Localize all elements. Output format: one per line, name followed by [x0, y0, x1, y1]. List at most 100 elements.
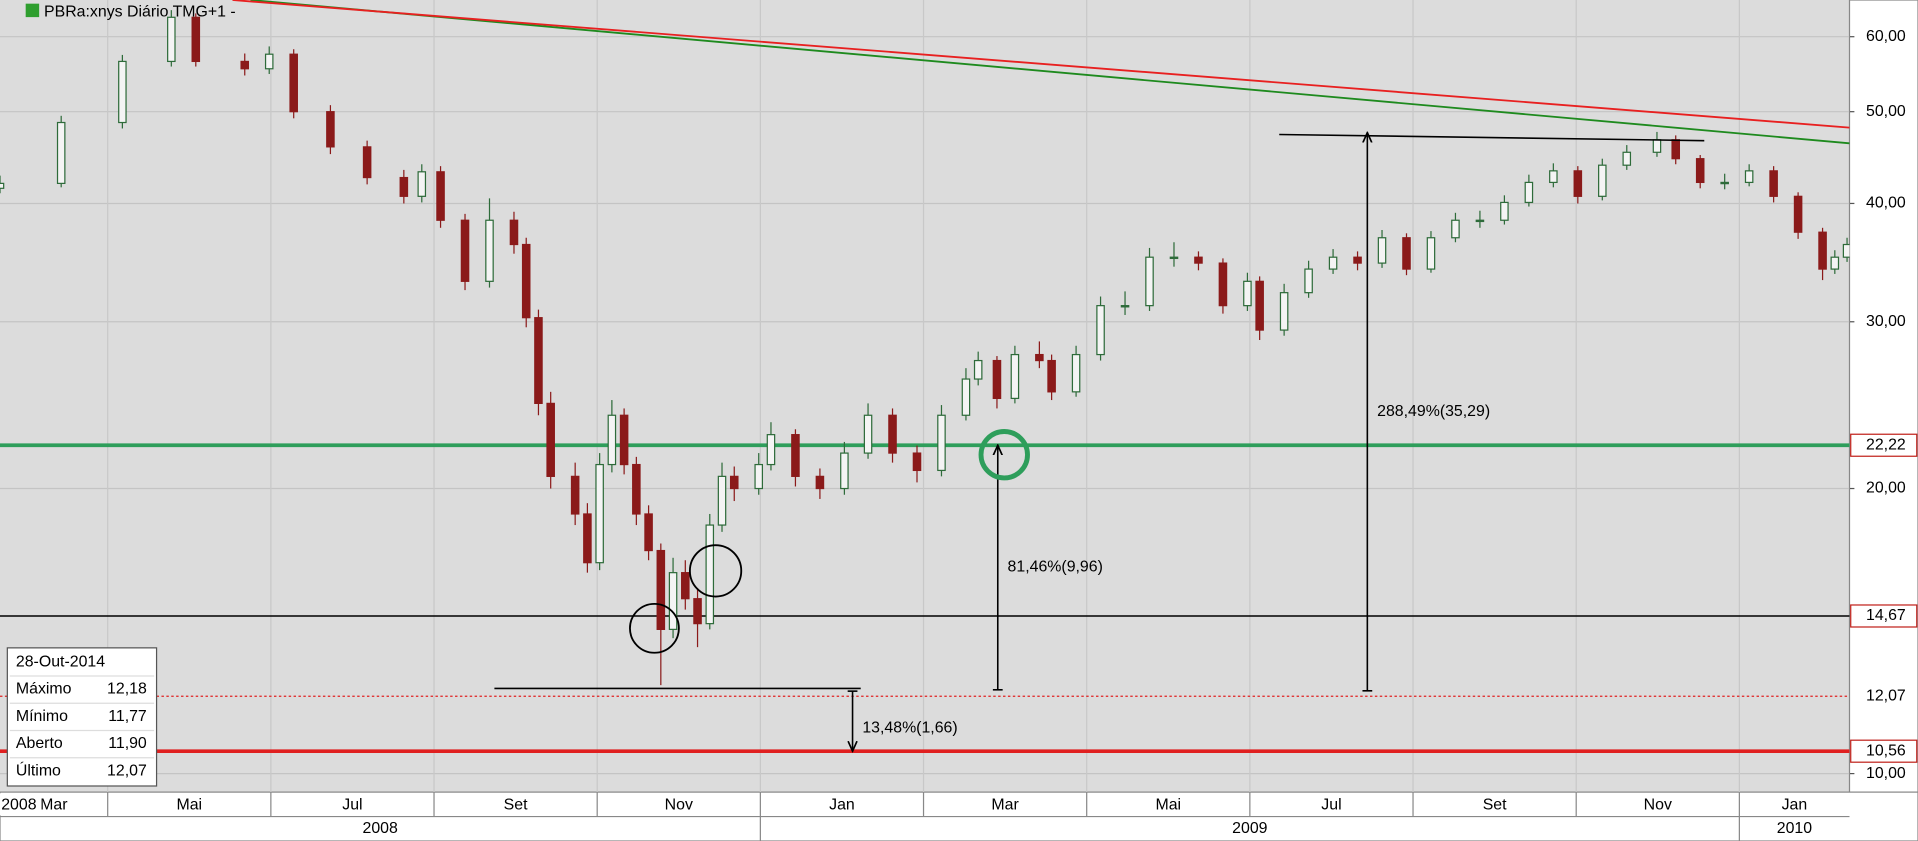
candle-body: [693, 598, 702, 625]
candle-body: [289, 53, 298, 113]
info-value: 11,77: [108, 708, 147, 725]
candle-body: [1402, 237, 1411, 270]
y-tick-label: 40,00: [1866, 195, 1906, 212]
candle-body: [766, 434, 776, 466]
candle-body: [1793, 195, 1803, 233]
trend-line: [250, 0, 1850, 145]
info-value: 12,07: [107, 762, 147, 779]
candle-body: [509, 219, 519, 246]
highlight-circle: [629, 602, 680, 654]
symbol-icon: [25, 3, 40, 18]
candle-body: [1652, 139, 1662, 153]
measure-label: 13,48%(1,66): [862, 720, 957, 737]
candle-body: [1622, 151, 1632, 166]
candle-body: [326, 111, 335, 148]
candle-body: [570, 475, 580, 515]
y-tick-label: 50,00: [1866, 103, 1906, 120]
info-value: 12,18: [107, 681, 147, 698]
candle-body: [1769, 170, 1778, 197]
x-tick-label: Mai: [1155, 797, 1181, 814]
candle-body: [1279, 292, 1289, 331]
candle-body: [1842, 243, 1850, 258]
candle-body: [1695, 158, 1705, 184]
trend-line: [232, 0, 1850, 129]
x-tick-label: Set: [1483, 797, 1507, 814]
measure-label: 288,49%(35,29): [1377, 403, 1490, 420]
measure-label: 81,46%(9,96): [1008, 559, 1103, 576]
candle-body: [362, 146, 372, 179]
candle-body: [1573, 170, 1583, 197]
candle-body: [705, 524, 715, 625]
candle-body: [1500, 201, 1509, 221]
candle-body: [56, 121, 66, 184]
candle-body: [583, 513, 592, 564]
candle-body: [619, 414, 629, 466]
level-segment: [1279, 133, 1705, 142]
candle-body: [1353, 256, 1362, 264]
candle-body: [1720, 181, 1729, 185]
price-label-box: [1850, 604, 1918, 628]
info-key: Último: [16, 760, 61, 779]
price-label: 12,07: [1866, 687, 1906, 704]
x-tick-label: Nov: [1644, 797, 1672, 814]
candle-body: [167, 16, 176, 63]
candle-body: [840, 452, 849, 490]
corner-box: [0, 793, 42, 816]
highlight-circle: [978, 429, 1030, 481]
candle-body: [191, 16, 201, 63]
candle-body: [863, 414, 873, 454]
candle-body: [912, 452, 922, 472]
candle-body: [961, 378, 971, 416]
candle-body: [521, 243, 531, 319]
price-label-box: [1850, 433, 1918, 457]
candle-body: [754, 463, 764, 490]
x-tick-label: Set: [504, 797, 528, 814]
candle-body: [1524, 181, 1534, 204]
candle-body: [460, 219, 470, 282]
candle-body: [436, 171, 445, 221]
y-tick-label: 30,00: [1866, 313, 1906, 330]
x-tick-label: Mai: [176, 797, 202, 814]
candle-body: [815, 475, 825, 490]
candle-body: [0, 182, 5, 189]
candle-body: [399, 176, 409, 197]
y-axis-panel: [1848, 0, 1918, 793]
candle-body: [992, 359, 1002, 400]
info-key: Aberto: [16, 735, 63, 752]
candle-body: [1145, 256, 1154, 307]
candle-body: [791, 434, 800, 477]
candle-body: [717, 475, 727, 526]
candle-body: [1047, 359, 1056, 393]
info-key: Mínimo: [16, 708, 68, 725]
candle-body: [973, 359, 983, 380]
candle-body: [534, 317, 543, 404]
x-tick-label: Jul: [1321, 797, 1341, 814]
candle-body: [1598, 164, 1607, 197]
candle-body: [1035, 353, 1044, 362]
candle-body: [1451, 219, 1460, 239]
candle-body: [1218, 262, 1228, 307]
candle-body: [937, 414, 946, 472]
candle-body: [1304, 268, 1313, 294]
candle-body: [1818, 231, 1827, 270]
candle-body: [1377, 237, 1387, 264]
price-label: 10,56: [1866, 742, 1906, 759]
candle-body: [888, 414, 897, 454]
y-tick-label: 10,00: [1866, 765, 1906, 782]
price-label: 22,22: [1866, 436, 1906, 453]
candle-body: [1475, 219, 1485, 223]
info-key: Máximo: [16, 681, 72, 698]
candle-body: [240, 60, 250, 70]
y-tick-label: 60,00: [1866, 28, 1906, 45]
corner-label: 2008: [1, 797, 36, 814]
candle-body: [264, 53, 274, 70]
x-tick-label: Mar: [991, 797, 1019, 814]
candle-body: [1255, 280, 1264, 331]
price-label: 14,67: [1866, 607, 1906, 624]
candle-body: [1169, 256, 1179, 260]
x-tick-label: Jul: [342, 797, 362, 814]
candle-body: [681, 572, 690, 600]
candle-body: [1120, 305, 1130, 308]
